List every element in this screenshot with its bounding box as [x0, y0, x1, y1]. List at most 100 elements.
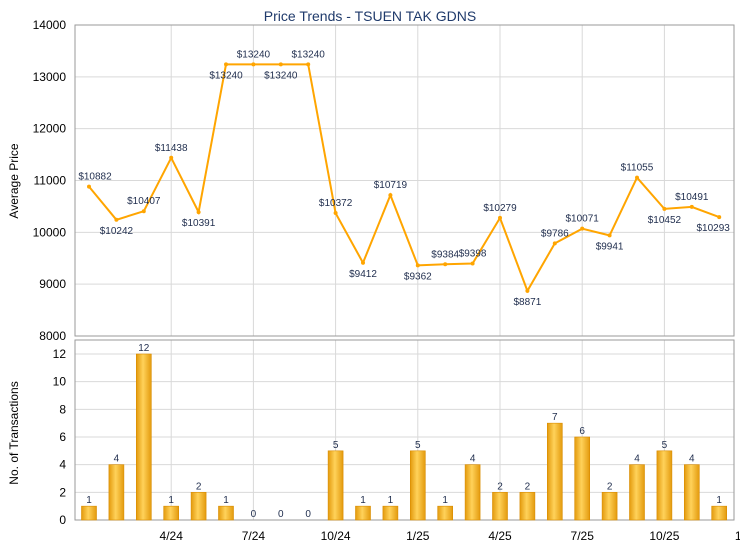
- transaction-data-label: 0: [251, 509, 257, 520]
- price-point: [87, 184, 91, 189]
- price-y-axis-label: Average Price: [7, 143, 21, 218]
- price-data-label: $10071: [566, 214, 600, 225]
- price-data-label: $13240: [292, 49, 326, 60]
- price-y-tick-label: 10000: [33, 225, 67, 239]
- transaction-bar: [382, 505, 399, 521]
- price-data-label: $13240: [209, 70, 243, 81]
- price-data-label: $13240: [237, 49, 271, 60]
- transactions-y-tick-label: 8: [59, 402, 66, 416]
- transaction-data-label: 4: [114, 454, 120, 465]
- transaction-data-label: 2: [607, 481, 613, 492]
- price-point: [306, 62, 311, 67]
- chart-title: Price Trends - TSUEN TAK GDNS: [264, 8, 476, 24]
- x-tick-label: 10/25: [649, 529, 679, 543]
- price-points: [87, 62, 722, 293]
- transaction-data-label: 0: [305, 509, 311, 520]
- price-y-tick-label: 11000: [34, 174, 67, 188]
- price-point: [552, 241, 557, 246]
- transaction-data-label: 7: [552, 412, 558, 423]
- transaction-data-label: 2: [196, 481, 202, 492]
- price-series-line: [88, 63, 720, 294]
- price-point: [251, 62, 256, 67]
- price-data-label: $10407: [127, 196, 161, 207]
- transaction-data-label: 2: [525, 481, 531, 492]
- price-point: [607, 233, 612, 238]
- price-point: [224, 62, 228, 67]
- price-data-labels: $10882 $10242 $10407 $11438 $10391 $13240 $132…: [78, 49, 730, 307]
- transaction-bars: [81, 353, 728, 521]
- price-gridlines: [75, 24, 734, 337]
- price-y-tick-label: 14000: [33, 18, 67, 32]
- price-data-label: $10391: [182, 218, 216, 229]
- price-point: [278, 62, 283, 67]
- price-data-label: $9412: [349, 269, 377, 280]
- price-y-tick-label: 9000: [39, 277, 66, 291]
- transaction-bar: [464, 464, 481, 521]
- price-panel: 8000 9000 10000 11000 12000 13000 14000 Averag…: [7, 18, 735, 343]
- price-data-label: $10491: [675, 192, 709, 203]
- price-y-ticks: 8000 9000 10000 11000 12000 13000 14000: [33, 18, 67, 343]
- price-data-label: $10293: [697, 223, 731, 234]
- price-point: [498, 215, 502, 220]
- price-point: [415, 263, 420, 268]
- transaction-bar: [656, 450, 673, 521]
- transaction-data-label: 5: [415, 440, 421, 451]
- price-data-label: $8871: [513, 297, 541, 308]
- transaction-data-label: 2: [497, 481, 503, 492]
- x-tick-label: 7/24: [242, 529, 266, 543]
- transaction-data-label: 12: [138, 343, 150, 354]
- transaction-bar: [519, 492, 536, 521]
- price-data-label: $9384: [431, 249, 459, 260]
- transaction-bar: [218, 505, 234, 521]
- transaction-bar: [546, 422, 563, 521]
- transaction-data-label: 1: [388, 495, 394, 506]
- price-data-label: $9398: [459, 249, 487, 260]
- transactions-plot-frame: [74, 339, 735, 521]
- transactions-y-axis-label: No. of Transactions: [7, 381, 21, 484]
- transaction-data-label: 0: [278, 509, 284, 520]
- x-tick-label: 10/24: [321, 529, 351, 543]
- price-y-tick-label: 13000: [33, 70, 67, 84]
- price-data-label: $11438: [155, 143, 188, 154]
- transaction-data-label: 1: [223, 495, 229, 506]
- price-data-label: $10882: [78, 172, 112, 183]
- price-data-label: $13240: [264, 70, 298, 81]
- price-point: [361, 260, 365, 265]
- price-point: [169, 155, 174, 160]
- price-data-label: $9786: [541, 228, 569, 239]
- transactions-y-tick-label: 6: [59, 430, 66, 444]
- transactions-y-ticks: 0 2 4 6 8 10 12: [53, 347, 67, 527]
- transaction-data-label: 1: [86, 495, 92, 506]
- price-point: [114, 217, 119, 222]
- x-tick-label: 1/26: [735, 529, 740, 543]
- price-data-label: $9941: [596, 241, 624, 252]
- price-point: [580, 226, 585, 231]
- price-data-label: $10719: [374, 180, 408, 191]
- transaction-data-label: 1: [360, 495, 366, 506]
- price-point: [443, 262, 448, 267]
- transaction-data-label: 4: [634, 454, 640, 465]
- transactions-y-tick-label: 0: [59, 513, 66, 527]
- price-plot-frame: [74, 24, 735, 337]
- price-y-tick-label: 12000: [33, 122, 67, 136]
- transaction-bar: [108, 464, 125, 521]
- price-y-tick-label: 8000: [39, 329, 66, 343]
- transactions-y-tick-label: 2: [59, 485, 66, 499]
- transactions-y-tick-label: 12: [53, 347, 67, 361]
- transactions-y-tick-label: 4: [59, 458, 66, 472]
- transaction-bar: [81, 505, 97, 521]
- transaction-bar: [190, 492, 207, 521]
- transaction-data-label: 1: [442, 495, 448, 506]
- price-data-label: $11055: [621, 163, 654, 174]
- transaction-bar: [355, 505, 371, 521]
- transaction-data-label: 1: [168, 495, 174, 506]
- transactions-y-tick-label: 10: [53, 375, 67, 389]
- price-point: [717, 215, 722, 220]
- x-tick-label: 4/25: [488, 529, 512, 543]
- x-tick-label: 7/25: [571, 529, 595, 543]
- price-point: [141, 209, 146, 214]
- price-point: [635, 175, 639, 180]
- x-tick-label: 1/25: [406, 529, 430, 543]
